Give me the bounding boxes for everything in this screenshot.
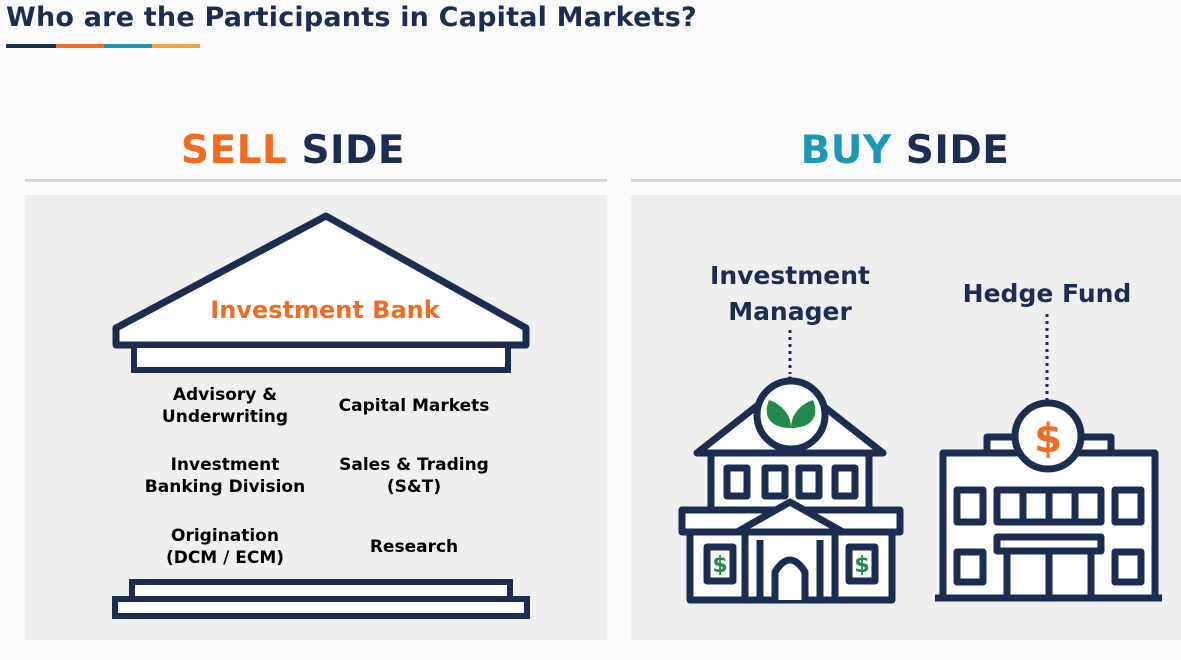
dollar-icon: $ <box>1034 416 1062 462</box>
title-underline-teal <box>104 44 152 48</box>
buy-side-divider <box>631 179 1181 182</box>
bank-cell-capital-markets: Capital Markets <box>338 395 490 416</box>
dollar-sign-left: $ <box>712 553 727 578</box>
investment-manager-building-icon <box>678 376 904 604</box>
bank-cell-origination: Origination (DCM / ECM) <box>165 525 285 568</box>
sell-side-divider <box>25 179 607 182</box>
buy-side-heading: BUY SIDE <box>760 128 1050 173</box>
bank-cell-research: Research <box>369 536 459 557</box>
title-underline-orange <box>56 44 104 48</box>
buy-side-heading-rest: SIDE <box>905 128 1010 173</box>
title-underline-yellow <box>152 44 200 48</box>
leaf-icon <box>766 400 816 428</box>
bank-cell-sales-trading: Sales & Trading (S&T) <box>339 455 489 497</box>
sell-side-heading: SELL SIDE <box>140 128 446 173</box>
buy-side-heading-accent: BUY <box>800 128 892 173</box>
sell-side-heading-accent: SELL <box>180 128 288 173</box>
sell-side-heading-rest: SIDE <box>301 128 406 173</box>
investment-bank-label: Investment Bank <box>210 296 440 324</box>
bank-building-icon <box>112 212 530 619</box>
investment-manager-label: Investment Manager <box>710 261 870 326</box>
dollar-sign-right: $ <box>854 553 869 578</box>
slide-title: Who are the Participants in Capital Mark… <box>6 2 697 33</box>
hedge-fund-building-icon <box>935 399 1162 602</box>
hedge-fund-label: Hedge Fund <box>962 279 1132 308</box>
title-underline-navy <box>6 44 56 48</box>
bank-cell-advisory-underwriting: Advisory & Underwriting <box>161 384 289 427</box>
bank-cell-investment-banking-division: Investment Banking Division <box>144 455 306 497</box>
